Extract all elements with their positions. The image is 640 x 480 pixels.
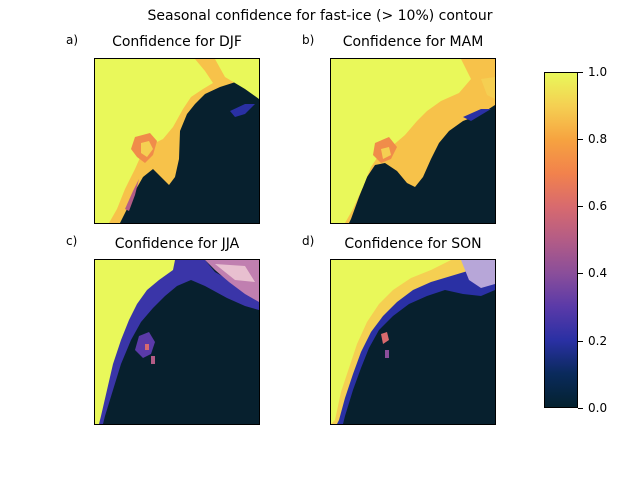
colorbar-tick-label-3: 0.6 — [588, 199, 608, 213]
colorbar-tick-label-1: 0.2 — [588, 334, 608, 348]
colorbar-tick-label-5: 1.0 — [588, 65, 608, 79]
panel-title-djf: Confidence for DJF — [112, 34, 242, 50]
colorbar-tick-0 — [578, 408, 583, 409]
colorbar-tick-label-4: 0.8 — [588, 132, 608, 146]
colorbar-tick-5 — [578, 72, 583, 73]
colorbar-tick-4 — [578, 139, 583, 140]
colorbar — [544, 72, 578, 408]
colorbar-tick-1 — [578, 341, 583, 342]
panel-title-mam: Confidence for MAM — [342, 34, 484, 50]
panel-title-son: Confidence for SON — [344, 236, 482, 252]
figure-title: Seasonal confidence for fast-ice (> 10%)… — [147, 8, 493, 24]
map-son — [330, 259, 496, 425]
colorbar-tick-2 — [578, 273, 583, 274]
panel-letter-c: c) — [66, 234, 78, 248]
map-mam — [330, 58, 496, 224]
panel-letter-a: a) — [66, 33, 79, 47]
panel-letter-b: b) — [302, 33, 315, 47]
map-djf — [94, 58, 260, 224]
map-jja — [94, 259, 260, 425]
panel-title-jja: Confidence for JJA — [114, 236, 240, 252]
colorbar-tick-label-0: 0.0 — [588, 401, 608, 415]
panel-letter-d: d) — [302, 234, 315, 248]
colorbar-tick-label-2: 0.4 — [588, 266, 608, 280]
colorbar-tick-3 — [578, 206, 583, 207]
